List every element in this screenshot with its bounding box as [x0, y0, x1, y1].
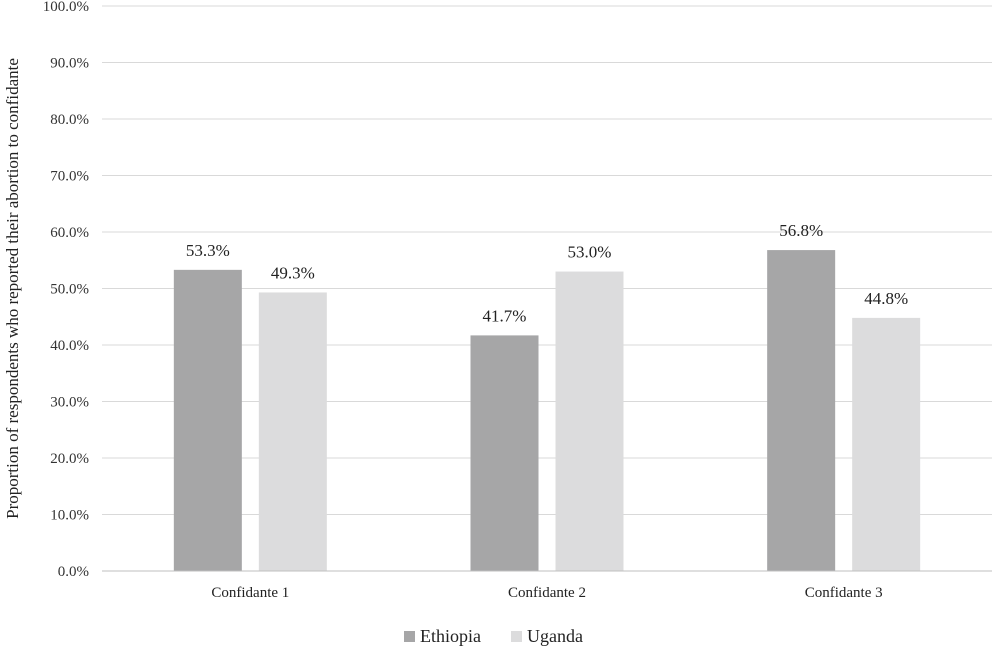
y-axis-ticks: 0.0% 10.0% 20.0% 30.0% 40.0% 50.0% 60.0% 70.0% 8… [43, 0, 89, 580]
y-tick-label: 60.0% [50, 225, 89, 241]
bar-ethiopia-3 [767, 250, 836, 571]
bar-uganda-3 [852, 317, 921, 571]
data-label: 44.8% [864, 289, 908, 308]
data-label: 41.7% [483, 306, 527, 325]
bar-uganda-2 [555, 271, 624, 571]
bar-ethiopia-1 [173, 269, 242, 571]
bars [173, 250, 921, 571]
data-label: 56.8% [779, 221, 823, 240]
y-tick-label: 20.0% [50, 451, 89, 467]
data-labels: 53.3% 49.3% 41.7% 53.0% 56.8% 44.8% [186, 221, 908, 325]
y-tick-label: 40.0% [50, 338, 89, 354]
x-category-label: Confidante 2 [508, 585, 586, 601]
y-tick-label: 30.0% [50, 395, 89, 411]
data-label: 49.3% [271, 263, 315, 282]
y-tick-label: 90.0% [50, 56, 89, 72]
bar-ethiopia-2 [470, 335, 539, 571]
x-axis-categories: Confidante 1 Confidante 2 Confidante 3 [211, 585, 882, 601]
legend-label: Ethiopia [420, 626, 481, 646]
legend-label: Uganda [527, 626, 583, 646]
x-category-label: Confidante 3 [805, 585, 883, 601]
y-axis-title: Proportion of respondents who reported t… [3, 58, 22, 519]
y-tick-label: 70.0% [50, 169, 89, 185]
legend: Ethiopia Uganda [404, 626, 583, 646]
data-label: 53.3% [186, 241, 230, 260]
y-tick-label: 0.0% [58, 564, 89, 580]
gridlines [102, 5, 992, 515]
legend-swatch-uganda [511, 631, 522, 642]
y-tick-label: 80.0% [50, 112, 89, 128]
y-tick-label: 50.0% [50, 282, 89, 298]
y-tick-label: 100.0% [43, 0, 89, 15]
y-tick-label: 10.0% [50, 508, 89, 524]
legend-swatch-ethiopia [404, 631, 415, 642]
x-category-label: Confidante 1 [211, 585, 289, 601]
data-label: 53.0% [568, 243, 612, 262]
bar-uganda-1 [258, 292, 327, 571]
